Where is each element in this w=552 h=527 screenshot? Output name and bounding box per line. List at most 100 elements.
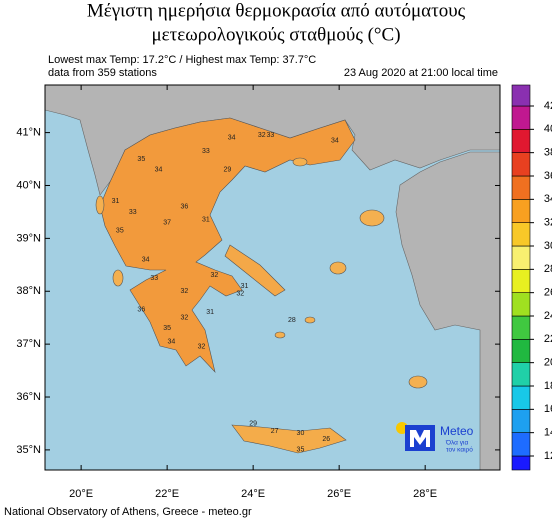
station-value: 31 bbox=[206, 309, 214, 316]
colorbar-bin bbox=[511, 432, 531, 457]
station-value: 26 bbox=[322, 436, 330, 443]
y-tick-label: 37°N bbox=[16, 338, 41, 350]
colorbar-label: 42 bbox=[544, 100, 552, 112]
station-count: data from 359 stations bbox=[48, 67, 157, 79]
colorbar-bin bbox=[511, 222, 531, 247]
date: 23 Aug 2020 at 21:00 local time bbox=[344, 67, 498, 79]
colorbar-label: 18 bbox=[544, 380, 552, 392]
colorbar-label: 12 bbox=[544, 450, 552, 462]
island bbox=[274, 331, 286, 339]
map-frame bbox=[44, 84, 501, 471]
station-value: 33 bbox=[129, 209, 137, 216]
station-value: 31 bbox=[112, 198, 120, 205]
colorbar-label: 34 bbox=[544, 193, 552, 205]
colorbar-bin bbox=[511, 315, 531, 340]
title: Μέγιστη ημερήσια θερμοκρασία από αυτόματ… bbox=[87, 0, 466, 21]
island bbox=[292, 157, 308, 167]
station-value: 35 bbox=[297, 447, 305, 454]
y-tick-label: 36°N bbox=[16, 391, 41, 403]
colorbar-label: 38 bbox=[544, 147, 552, 159]
island bbox=[329, 261, 347, 275]
station-value: 27 bbox=[271, 428, 279, 435]
island bbox=[95, 195, 105, 215]
colorbar-bin bbox=[511, 269, 531, 293]
station-value: 34 bbox=[142, 256, 150, 263]
title: μετεωρολογικούς σταθμούς (°C) bbox=[151, 24, 400, 45]
colorbar-label: 16 bbox=[544, 403, 552, 415]
colorbar-label: 20 bbox=[544, 357, 552, 369]
extremes: Lowest max Temp: 17.2°C / Highest max Te… bbox=[48, 54, 316, 66]
greece-mainland bbox=[99, 117, 356, 374]
logo: Meteo Όλα για τον καιρό bbox=[396, 422, 474, 454]
island bbox=[231, 424, 347, 454]
colorbar-label: 40 bbox=[544, 123, 552, 135]
colorbar-label: 22 bbox=[544, 333, 552, 345]
station-value: 34 bbox=[168, 338, 176, 345]
island bbox=[112, 269, 124, 287]
station-value: 32 bbox=[180, 288, 188, 295]
colorbar-bin bbox=[511, 129, 531, 153]
x-tick-label: 20°E bbox=[69, 488, 93, 500]
colorbar-label: 32 bbox=[544, 217, 552, 229]
y-tick-label: 40°N bbox=[16, 179, 41, 191]
station-value: 32 bbox=[198, 344, 206, 351]
station-value: 35 bbox=[137, 156, 145, 163]
x-tick-label: 24°E bbox=[241, 488, 265, 500]
colorbar-bin bbox=[511, 339, 531, 363]
x-tick-label: 22°E bbox=[155, 488, 179, 500]
station-value: 33 bbox=[150, 275, 158, 282]
station-value: 32 bbox=[236, 291, 244, 298]
island bbox=[408, 375, 428, 389]
y-tick-label: 39°N bbox=[16, 232, 41, 244]
station-value: 33 bbox=[202, 148, 210, 155]
station-value: 29 bbox=[249, 420, 257, 427]
x-tick-label: 28°E bbox=[413, 488, 437, 500]
logo-m bbox=[410, 430, 430, 447]
station-value: 32 bbox=[211, 272, 219, 279]
y-tick-label: 38°N bbox=[16, 285, 41, 297]
neighbor-land bbox=[395, 151, 500, 470]
colorbar-label: 24 bbox=[544, 310, 552, 322]
y-tick-label: 41°N bbox=[16, 127, 41, 139]
colorbar-bin bbox=[511, 199, 531, 223]
station-value: 36 bbox=[137, 307, 145, 314]
station-value: 34 bbox=[228, 135, 236, 142]
station-value: 31 bbox=[241, 283, 249, 290]
colorbar-label: 36 bbox=[544, 170, 552, 182]
station-value: 28 bbox=[288, 317, 296, 324]
colorbar-label: 30 bbox=[544, 240, 552, 252]
station-value: 31 bbox=[202, 217, 210, 224]
colorbar-bin bbox=[511, 84, 531, 107]
station-value: 35 bbox=[163, 325, 171, 332]
island bbox=[224, 244, 286, 297]
colorbar-bin bbox=[511, 152, 531, 177]
station-value: 35 bbox=[116, 227, 124, 234]
station-value: 30 bbox=[297, 430, 305, 437]
station-value: 32 bbox=[258, 132, 266, 139]
station-value: 33 bbox=[266, 132, 274, 139]
colorbar-bin bbox=[511, 455, 531, 471]
station-value: 37 bbox=[163, 219, 171, 226]
station-value: 32 bbox=[180, 315, 188, 322]
colorbar-bin bbox=[511, 175, 531, 200]
colorbar-bin bbox=[511, 409, 531, 433]
footer: National Observatory of Athens, Greece -… bbox=[4, 506, 252, 518]
colorbar-label: 28 bbox=[544, 263, 552, 275]
logo-name: Meteo bbox=[440, 424, 474, 438]
colorbar-bin bbox=[511, 385, 531, 410]
island bbox=[304, 316, 316, 324]
logo-tagline: τον καιρό bbox=[446, 446, 473, 454]
station-value: 34 bbox=[331, 137, 339, 144]
colorbar-bin bbox=[511, 245, 531, 270]
colorbar-bin bbox=[511, 105, 531, 130]
station-value: 34 bbox=[155, 166, 163, 173]
y-tick-label: 35°N bbox=[16, 444, 41, 456]
logo-tagline: Όλα για bbox=[445, 440, 468, 447]
x-tick-label: 26°E bbox=[327, 488, 351, 500]
station-value: 36 bbox=[180, 203, 188, 210]
colorbar-bin bbox=[511, 292, 531, 317]
colorbar-bin bbox=[511, 362, 531, 387]
colorbar-label: 26 bbox=[544, 287, 552, 299]
